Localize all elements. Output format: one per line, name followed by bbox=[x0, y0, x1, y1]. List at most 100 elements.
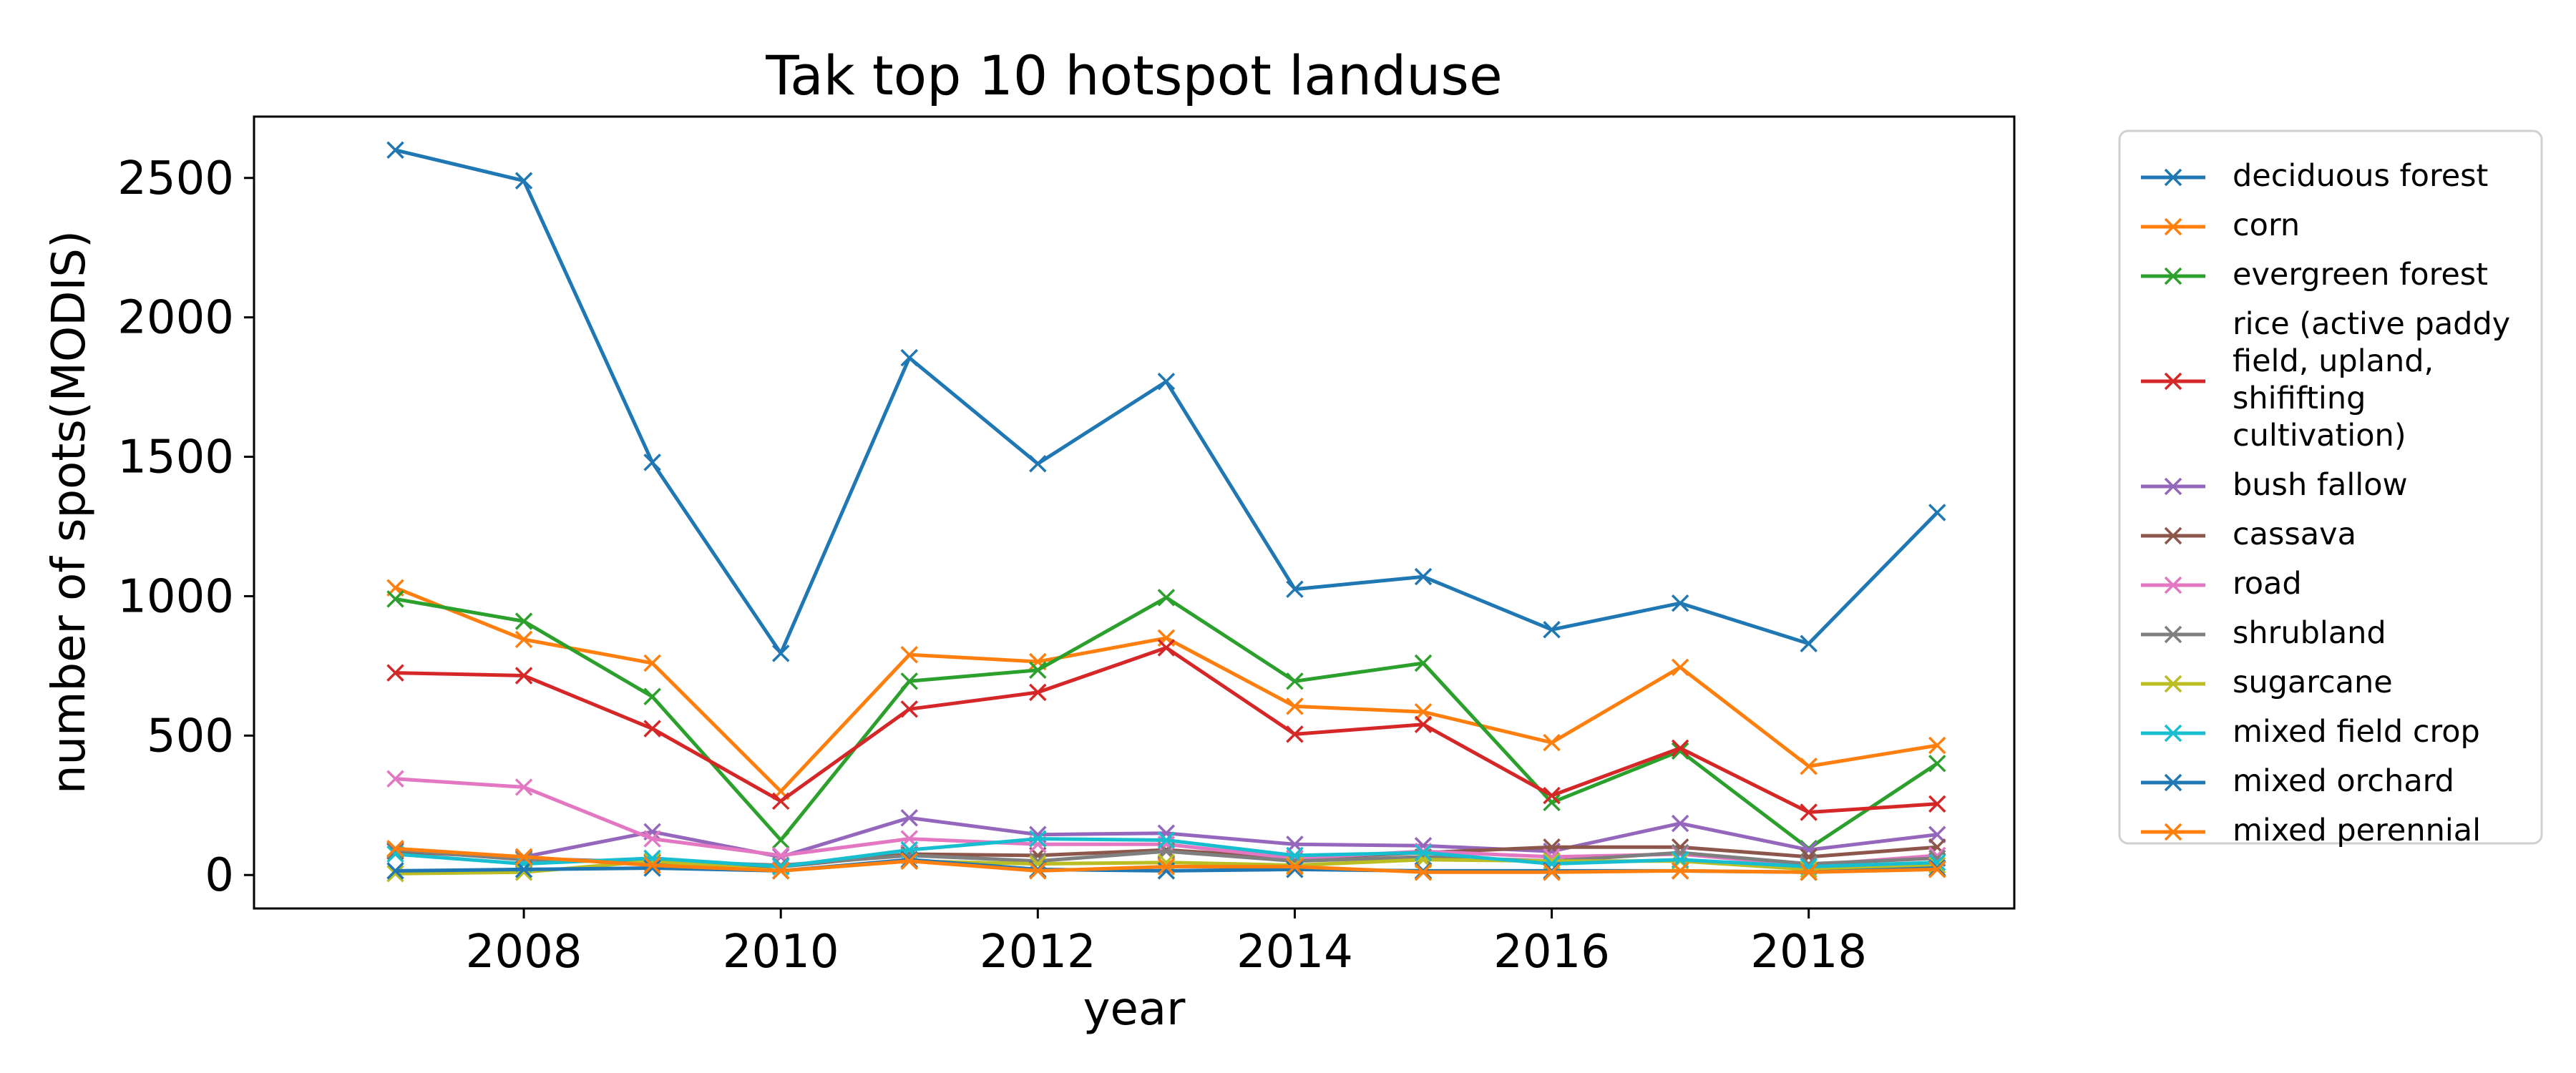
x-axis-title: year bbox=[1083, 983, 1186, 1036]
data-point bbox=[900, 672, 919, 690]
legend-item: bush fallow bbox=[2141, 467, 2408, 503]
legend-label: corn bbox=[2233, 207, 2300, 243]
data-point bbox=[1928, 504, 1946, 521]
data-point bbox=[1543, 733, 1561, 752]
data-point bbox=[1286, 858, 1304, 876]
legend-marker bbox=[2164, 576, 2182, 594]
legend-item: mixed perennial bbox=[2141, 813, 2481, 848]
x-axis: 2008 2010 2012 2014 2016 2018 bbox=[466, 908, 1867, 979]
data-point bbox=[771, 862, 790, 880]
data-point bbox=[1414, 863, 1433, 881]
data-point bbox=[514, 778, 533, 796]
data-point bbox=[1671, 862, 1689, 880]
data-point bbox=[1928, 825, 1946, 843]
data-point bbox=[1286, 580, 1304, 598]
data-point bbox=[900, 809, 919, 827]
data-point bbox=[386, 664, 404, 682]
x-tick-label: 2008 bbox=[466, 926, 582, 979]
data-point bbox=[386, 141, 404, 160]
data-point bbox=[514, 861, 533, 878]
data-point bbox=[514, 172, 533, 190]
data-point bbox=[1671, 594, 1689, 612]
legend-marker bbox=[2164, 675, 2182, 693]
data-point bbox=[643, 654, 661, 672]
data-point bbox=[386, 770, 404, 788]
y-axis-title: number of spots(MODIS) bbox=[43, 230, 96, 794]
plot-area: 2008 2010 2012 2014 2016 2018 0 500 1000 1500 200… bbox=[117, 115, 2016, 979]
data-point bbox=[1029, 862, 1047, 880]
y-tick-label: 2500 bbox=[117, 152, 234, 205]
data-point bbox=[1800, 803, 1818, 821]
data-point bbox=[1414, 715, 1433, 733]
data-point bbox=[1029, 830, 1047, 848]
data-point bbox=[643, 859, 661, 877]
legend-frame bbox=[2118, 129, 2543, 845]
data-point bbox=[1800, 863, 1818, 881]
data-point bbox=[1928, 861, 1946, 878]
legend-label: cassava bbox=[2233, 516, 2356, 552]
series-evergreen-forest bbox=[386, 589, 1946, 858]
data-point bbox=[1800, 757, 1818, 775]
data-point bbox=[1157, 858, 1176, 876]
x-tick-label: 2018 bbox=[1750, 926, 1867, 979]
legend: deciduous forest corn evergreen forest rice… bbox=[2118, 129, 2543, 848]
data-point bbox=[900, 852, 919, 870]
data-point bbox=[1029, 661, 1047, 679]
y-axis: 0 500 1000 1500 2000 2500 bbox=[117, 152, 254, 902]
x-tick-label: 2014 bbox=[1236, 926, 1353, 979]
legend-label: bush fallow bbox=[2233, 467, 2408, 503]
data-point bbox=[1286, 697, 1304, 715]
data-point bbox=[1671, 739, 1689, 758]
data-point bbox=[771, 792, 790, 810]
legend-label: rice (active paddy field, upland, shififti… bbox=[2233, 306, 2510, 454]
legend-item: cassava bbox=[2141, 516, 2356, 552]
data-point bbox=[900, 700, 919, 718]
data-point bbox=[1414, 654, 1433, 672]
legend-marker bbox=[2164, 267, 2182, 285]
data-point bbox=[643, 856, 661, 874]
legend-marker bbox=[2164, 823, 2182, 841]
x-tick-label: 2012 bbox=[980, 926, 1096, 979]
data-point bbox=[1671, 742, 1689, 760]
legend-marker bbox=[2164, 372, 2182, 391]
x-tick-label: 2010 bbox=[723, 926, 839, 979]
legend-marker bbox=[2164, 724, 2182, 743]
legend-label: sugarcane bbox=[2233, 665, 2393, 700]
legend-label: mixed field crop bbox=[2233, 714, 2480, 750]
legend-marker bbox=[2164, 168, 2182, 187]
data-point bbox=[1286, 861, 1304, 878]
y-tick-label: 1000 bbox=[117, 570, 234, 623]
data-point bbox=[514, 612, 533, 630]
data-point bbox=[1414, 567, 1433, 586]
data-point bbox=[900, 348, 919, 367]
data-point bbox=[514, 848, 533, 866]
data-point bbox=[1029, 683, 1047, 702]
chart-title: Tak top 10 hotspot landuse bbox=[765, 44, 1503, 107]
data-point bbox=[1286, 725, 1304, 743]
legend-label: evergreen forest bbox=[2233, 257, 2488, 293]
data-point bbox=[514, 630, 533, 649]
legend-marker bbox=[2164, 526, 2182, 545]
data-point bbox=[1157, 639, 1176, 657]
y-tick-label: 500 bbox=[147, 710, 234, 763]
y-tick-label: 2000 bbox=[117, 292, 234, 345]
legend-label: shrubland bbox=[2233, 615, 2386, 651]
data-point bbox=[1671, 658, 1689, 677]
data-point bbox=[643, 720, 661, 738]
legend-item: deciduous forest bbox=[2141, 158, 2488, 194]
data-point bbox=[1543, 620, 1561, 639]
data-point bbox=[1543, 786, 1561, 805]
data-point bbox=[386, 862, 404, 880]
legend-item: mixed orchard bbox=[2141, 763, 2454, 799]
series-mixed-perennial bbox=[386, 839, 1946, 881]
legend-item: sugarcane bbox=[2141, 665, 2393, 700]
legend-marker bbox=[2164, 217, 2182, 236]
data-point bbox=[1800, 635, 1818, 652]
data-point bbox=[643, 687, 661, 705]
series-line-rice bbox=[395, 646, 1938, 814]
series-line-deciduous-forest bbox=[394, 148, 1939, 655]
legend-marker bbox=[2164, 477, 2182, 496]
series-rice bbox=[386, 639, 1946, 821]
data-point bbox=[1286, 672, 1304, 690]
data-point bbox=[1800, 861, 1818, 878]
